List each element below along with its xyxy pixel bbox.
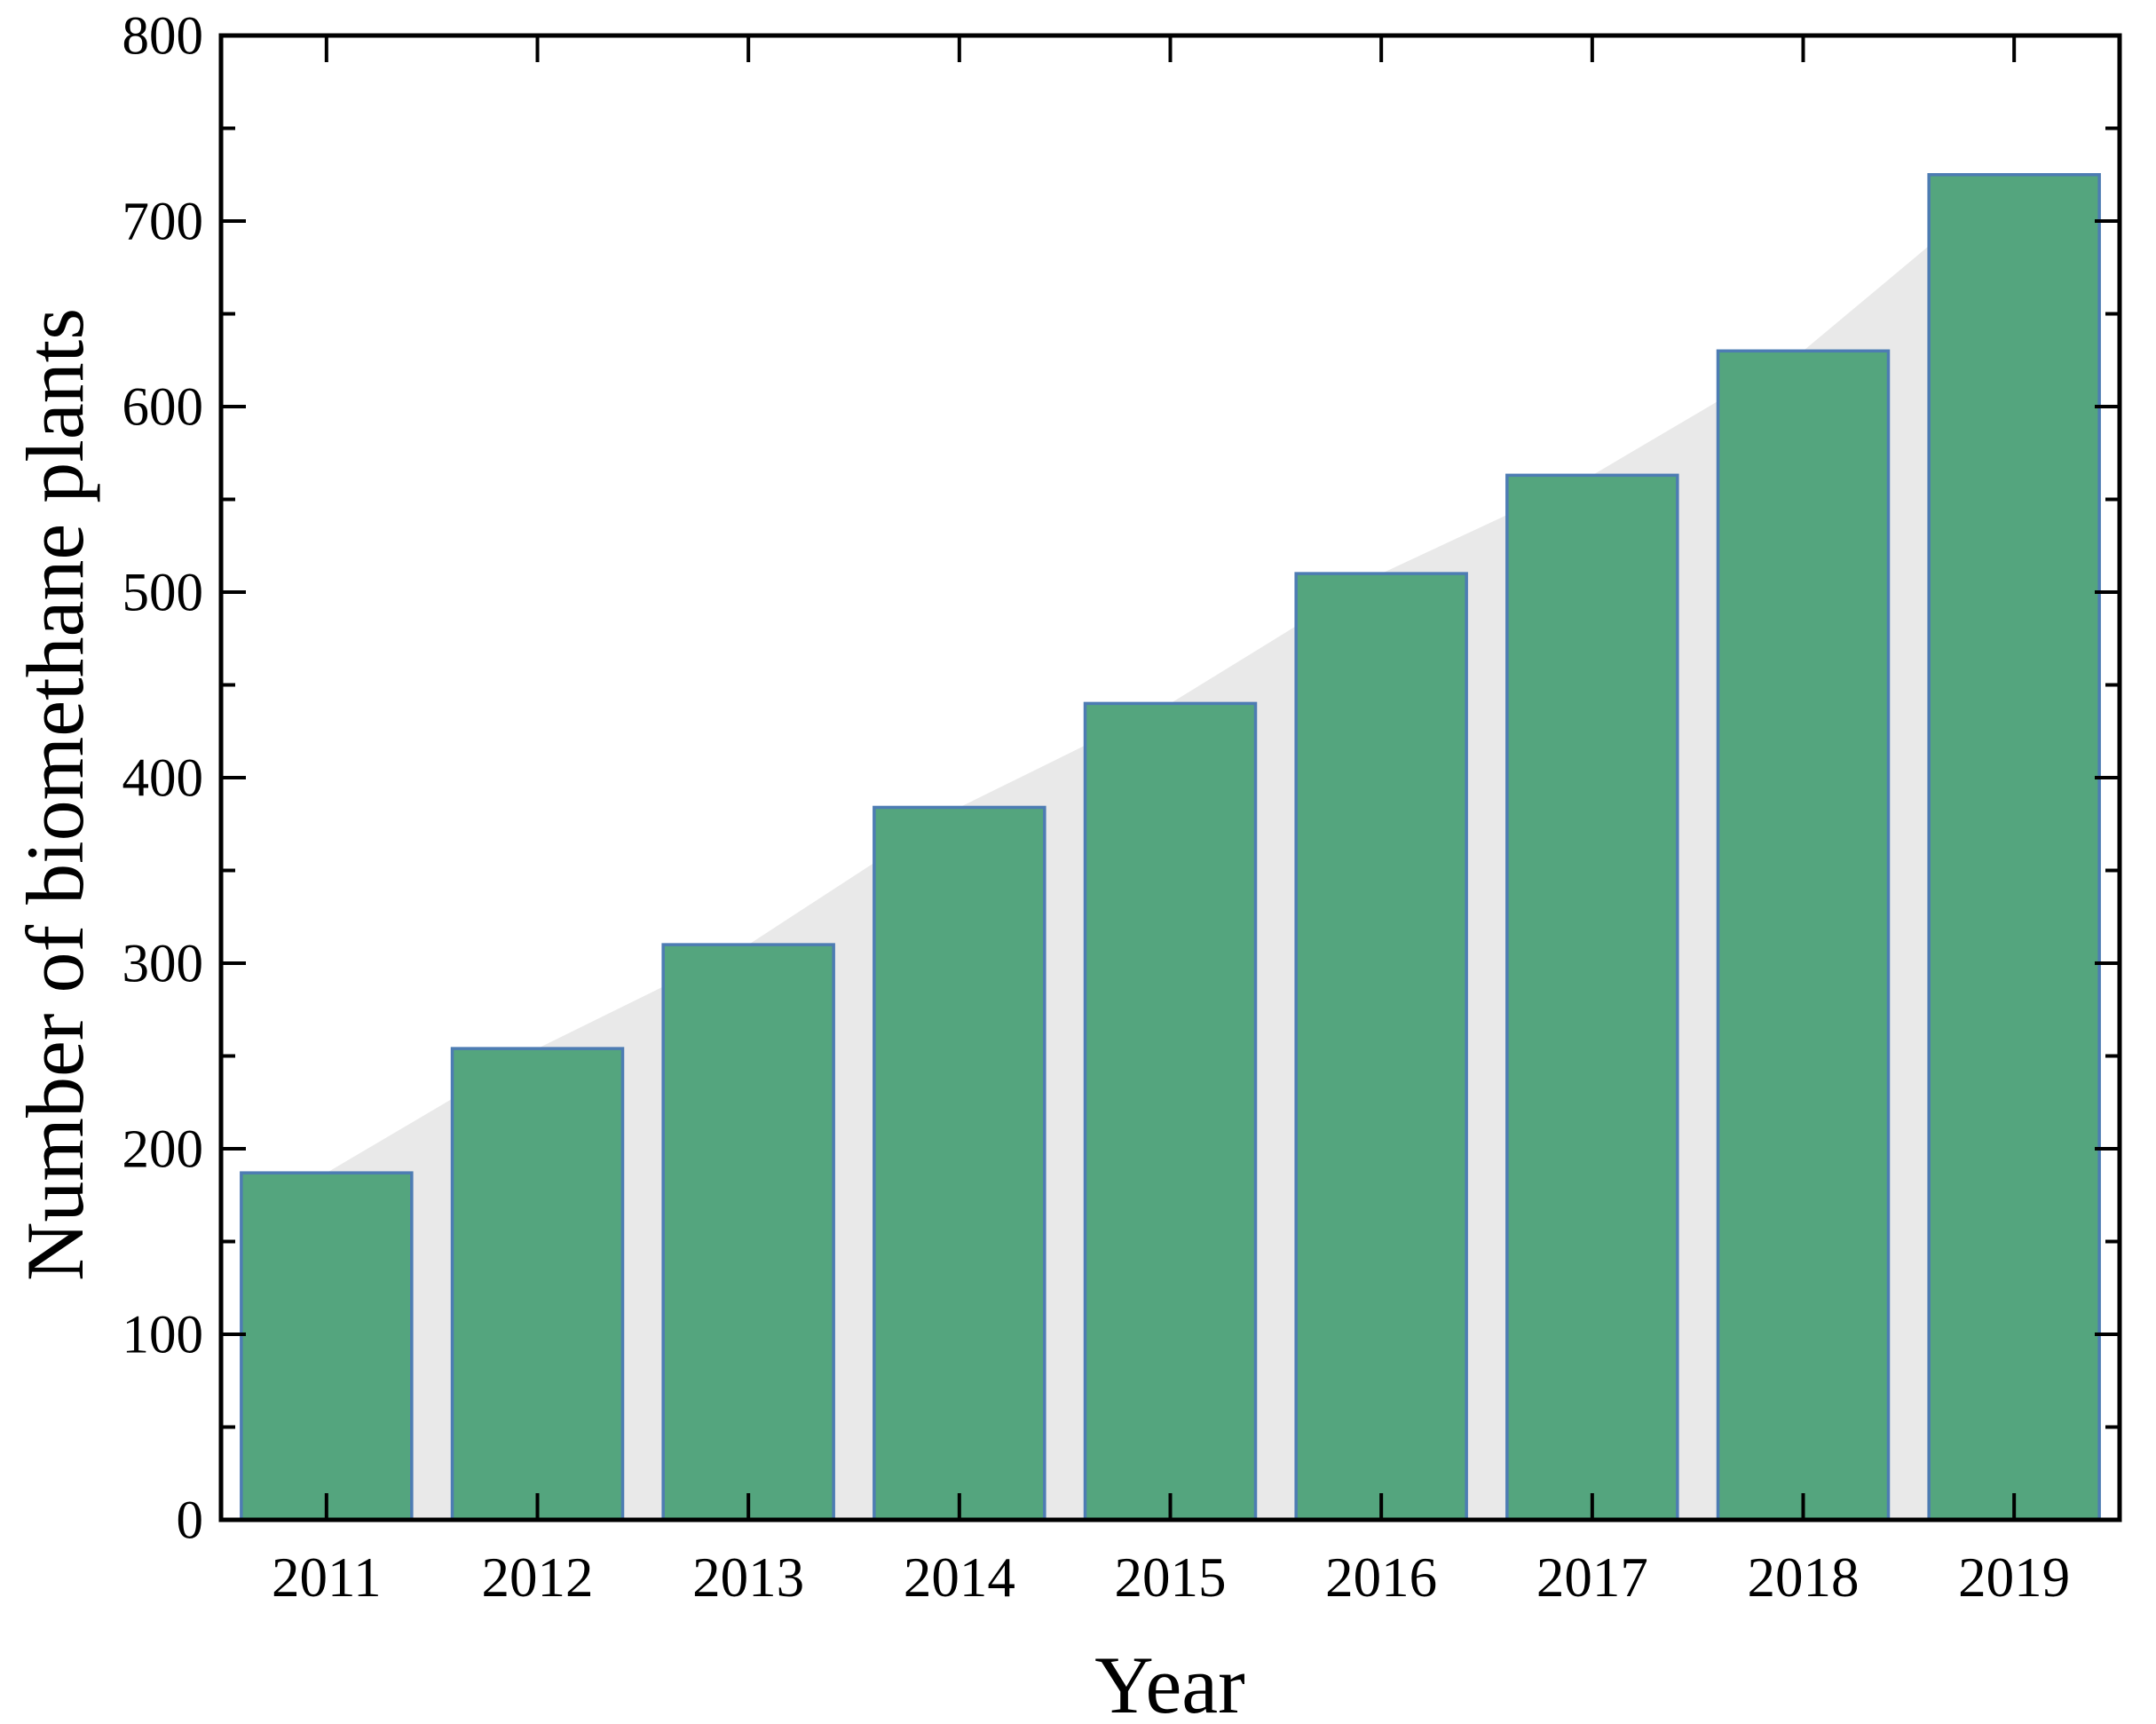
bar-2016 [1294, 572, 1468, 1522]
x-tick-label-2015: 2015 [1115, 1546, 1227, 1609]
bar-2012 [450, 1047, 625, 1522]
bar-2015 [1083, 701, 1258, 1522]
x-axis-title: Year [1094, 1640, 1245, 1724]
y-tick-label-100: 100 [122, 1306, 204, 1365]
x-tick-label-2016: 2016 [1325, 1546, 1437, 1609]
bar-2017 [1505, 473, 1679, 1522]
bar-2018 [1716, 349, 1891, 1522]
bar-2011 [240, 1171, 414, 1522]
x-tick-label-2012: 2012 [482, 1546, 594, 1609]
y-tick-label-200: 200 [122, 1120, 204, 1180]
y-tick-label-700: 700 [122, 193, 204, 252]
x-tick-label-2014: 2014 [904, 1546, 1015, 1609]
x-tick-label-2017: 2017 [1536, 1546, 1648, 1609]
y-tick-label-300: 300 [122, 935, 204, 994]
bar-2013 [661, 943, 835, 1522]
y-tick-label-500: 500 [122, 564, 204, 623]
y-tick-label-0: 0 [177, 1491, 204, 1551]
x-tick-label-2019: 2019 [1958, 1546, 2070, 1609]
bar-2019 [1927, 173, 2101, 1522]
y-tick-label-600: 600 [122, 378, 204, 438]
x-tick-label-2013: 2013 [692, 1546, 804, 1609]
bar-2014 [873, 805, 1046, 1522]
axis-ticks [221, 34, 2120, 1522]
x-tick-label-2011: 2011 [272, 1546, 382, 1609]
x-tick-label-2018: 2018 [1748, 1546, 1860, 1609]
y-tick-label-800: 800 [122, 7, 204, 67]
y-tick-label-400: 400 [122, 749, 204, 809]
y-axis-title: Number of biomethane plants [10, 307, 100, 1282]
